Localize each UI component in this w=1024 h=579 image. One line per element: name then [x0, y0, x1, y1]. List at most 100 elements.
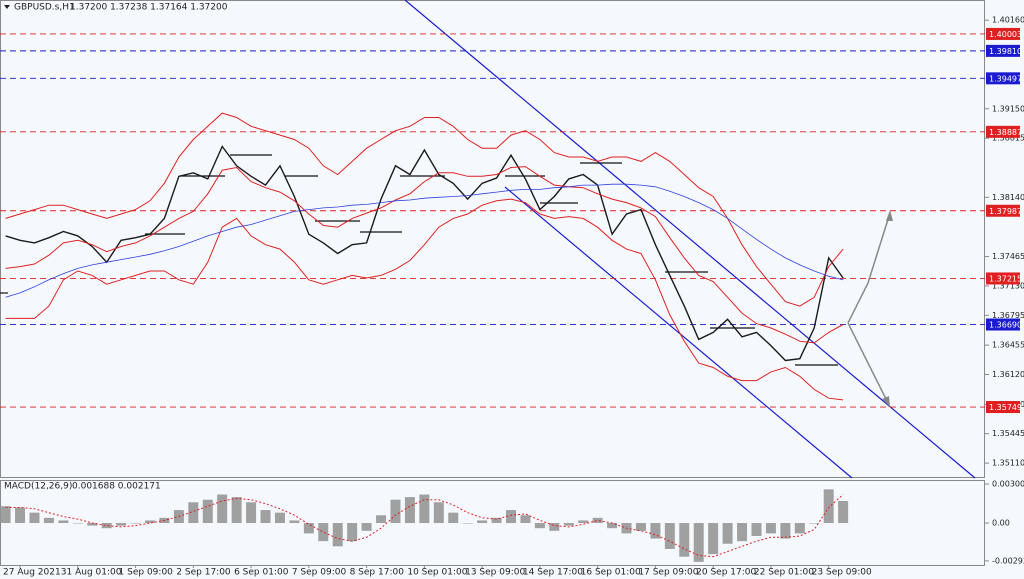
- x-tick-label: 17 Sep 09:00: [638, 568, 698, 578]
- macd-bar: [433, 502, 444, 524]
- x-tick-label: 14 Sep 17:00: [523, 568, 583, 578]
- macd-bar: [332, 523, 343, 547]
- macd-bar: [246, 502, 257, 524]
- series-line: [5, 112, 844, 307]
- arrow: [867, 212, 891, 284]
- macd-bar: [823, 489, 834, 524]
- macd-bar: [708, 523, 719, 555]
- macd-bar: [101, 523, 112, 529]
- x-tick-label: 20 Sep 17:00: [696, 568, 756, 578]
- arrow: [847, 282, 869, 324]
- level-label: 1.36690: [989, 321, 1022, 330]
- level-label-box: [986, 72, 1020, 85]
- y-tick-label: 1.38140: [992, 193, 1024, 202]
- y-tick-label: 1.39150: [992, 104, 1024, 113]
- y-tick-label: 1.36795: [992, 311, 1024, 320]
- macd-bar: [664, 523, 675, 549]
- macd-bar: [274, 512, 285, 524]
- macd-bar: [202, 499, 213, 524]
- macd-bar: [116, 523, 127, 526]
- macd-bar: [15, 507, 26, 524]
- x-tick-label: 27 Aug 2021: [3, 568, 61, 578]
- y-tick-label: 1.36120: [992, 370, 1024, 379]
- level-label-box: [986, 401, 1020, 414]
- arrow-head: [886, 210, 893, 221]
- macd-bar: [592, 517, 603, 524]
- x-tick-label: 8 Sep 17:00: [350, 568, 405, 578]
- macd-bar: [145, 520, 155, 524]
- y-tick-label: 1.36455: [992, 341, 1024, 350]
- macd-bar: [72, 523, 83, 524]
- macd-bar: [650, 523, 661, 539]
- quote: 1.37200 1.37238 1.37164 1.37200: [70, 3, 228, 13]
- macd-bar: [361, 523, 372, 531]
- y-tick-label: 0.003008: [992, 480, 1024, 489]
- series-line: [5, 145, 844, 362]
- y-tick-label: 1.35445: [992, 429, 1024, 438]
- arrow-head: [882, 396, 890, 407]
- level-label: 1.37215: [989, 274, 1022, 283]
- price-markers: [0, 154, 838, 366]
- macd-bar: [231, 497, 242, 524]
- x-tick-label: 23 Sep 09:00: [812, 568, 872, 578]
- macd-bar: [289, 520, 300, 524]
- level-label: 1.39497: [989, 74, 1022, 83]
- channel-lower: [504, 186, 853, 479]
- level-label: 1.39810: [989, 47, 1022, 56]
- macd-bar: [563, 523, 574, 526]
- signal-line: [5, 494, 844, 558]
- series-line: [5, 166, 844, 344]
- macd-bar: [737, 523, 748, 542]
- level-label: 1.40003: [989, 30, 1022, 39]
- macd-panel-frame: [0, 480, 985, 566]
- macd-bar: [607, 523, 618, 529]
- macd-bar: [58, 520, 69, 524]
- macd-bar: [419, 494, 430, 524]
- x-tick-label: 2 Sep 17:00: [176, 568, 231, 578]
- macd-bar: [462, 523, 473, 524]
- macd-bar: [390, 499, 401, 524]
- macd-bar: [477, 520, 488, 524]
- x-tick-label: 6 Sep 01:00: [234, 568, 289, 578]
- macd-bar: [347, 523, 358, 542]
- level-label-box: [986, 318, 1020, 331]
- macd-bar: [188, 502, 199, 524]
- macd-bar: [43, 517, 54, 524]
- macd-bar: [765, 523, 776, 534]
- menu-caret: [4, 5, 10, 9]
- level-label: 1.38887: [989, 128, 1022, 137]
- macd-bar: [303, 523, 314, 534]
- x-tick-label: 1 Sep 09:00: [119, 568, 174, 578]
- macd-bar: [679, 523, 690, 557]
- macd-bar: [549, 523, 560, 531]
- macd-bar: [404, 497, 415, 524]
- macd-bar: [506, 510, 516, 524]
- level-label-box: [986, 125, 1020, 138]
- series-line: [5, 198, 844, 401]
- macd-bar: [130, 523, 141, 524]
- x-tick-label: 13 Sep 09:00: [465, 568, 525, 578]
- macd-bar: [0, 506, 11, 524]
- macd-bar: [260, 510, 271, 524]
- y-tick-label: 1.37465: [992, 252, 1024, 261]
- macd-bar: [376, 515, 387, 524]
- y-tick-label: 1.38815: [992, 134, 1024, 143]
- macd-bar: [578, 520, 589, 524]
- x-tick-label: 22 Sep 01:00: [754, 568, 814, 578]
- level-label: 1.37987: [989, 207, 1022, 216]
- macd-bar: [318, 523, 329, 542]
- macd-bar: [809, 523, 820, 524]
- y-tick-label: 1.37130: [992, 281, 1024, 290]
- macd-values: 0.001688 0.002171: [72, 482, 161, 492]
- x-tick-label: 7 Sep 09:00: [292, 568, 347, 578]
- y-tick-label: 0.00: [992, 519, 1010, 528]
- x-tick-label: 31 Aug 01:00: [61, 568, 122, 578]
- y-tick-label: 1.35110: [992, 459, 1024, 468]
- symbol-title: GBPUSD.s,H1: [14, 3, 75, 13]
- channel-upper: [404, 0, 976, 479]
- level-label-box: [986, 272, 1020, 285]
- macd-bar: [448, 512, 459, 524]
- macd-bar: [722, 523, 733, 544]
- level-label-box: [986, 44, 1020, 57]
